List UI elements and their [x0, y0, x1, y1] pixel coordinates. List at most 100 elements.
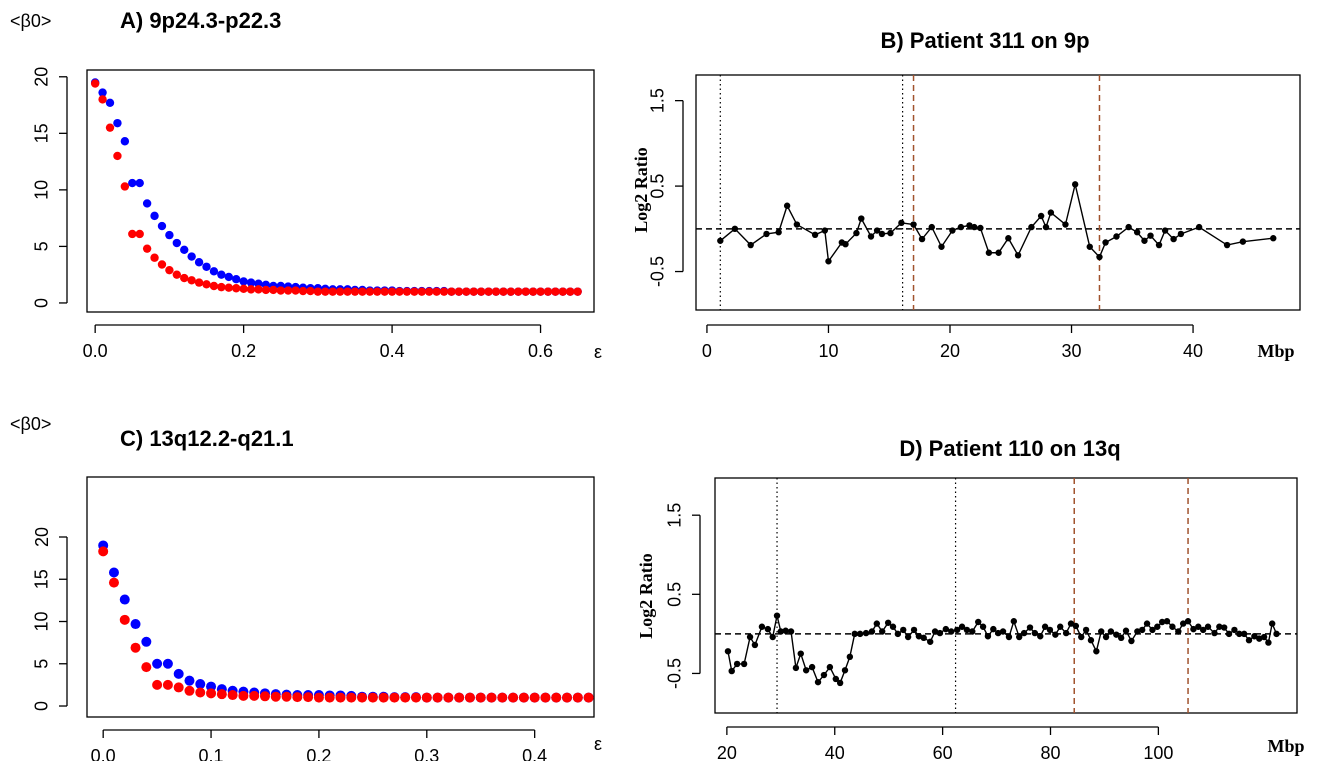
- chart-title: A) 9p24.3-p22.3: [120, 8, 281, 33]
- point: [1195, 623, 1202, 630]
- point: [1082, 626, 1090, 634]
- point: [130, 642, 141, 653]
- point: [335, 287, 345, 296]
- point: [321, 287, 330, 296]
- point: [1177, 230, 1185, 238]
- point: [1067, 620, 1075, 627]
- point: [985, 249, 993, 256]
- x-axis-label: ε: [594, 734, 602, 754]
- point: [811, 231, 819, 238]
- point: [938, 243, 945, 250]
- point: [915, 633, 923, 640]
- point: [276, 286, 285, 295]
- y-tick-label: -0.5: [648, 256, 668, 287]
- point: [583, 692, 594, 703]
- point: [1220, 624, 1228, 631]
- point: [1062, 629, 1070, 637]
- data-line: [719, 184, 1274, 264]
- data-line: [727, 615, 1278, 685]
- point: [119, 594, 130, 605]
- point: [966, 222, 973, 229]
- point: [928, 223, 935, 231]
- point: [135, 178, 144, 188]
- point: [773, 612, 781, 619]
- point: [180, 245, 189, 255]
- point: [358, 287, 367, 296]
- point: [1158, 618, 1166, 626]
- point: [217, 282, 226, 292]
- point: [1149, 626, 1156, 634]
- x-tick-label: 40: [825, 743, 845, 761]
- point: [298, 286, 308, 296]
- point: [187, 252, 196, 261]
- point: [165, 230, 174, 240]
- x-tick-label: 0.3: [414, 746, 439, 761]
- point: [853, 229, 860, 237]
- point: [150, 211, 159, 221]
- point: [889, 623, 897, 630]
- point: [1138, 626, 1146, 634]
- point: [1245, 637, 1253, 644]
- point: [873, 620, 881, 627]
- point: [884, 619, 892, 626]
- point: [1143, 620, 1151, 627]
- point: [1134, 628, 1141, 635]
- point: [948, 628, 955, 635]
- x-tick-label: 0.4: [522, 746, 547, 761]
- point: [1037, 633, 1044, 640]
- point: [232, 275, 241, 284]
- point: [484, 287, 493, 296]
- point: [747, 241, 754, 249]
- chart-title: C) 13q12.2-q21.1: [120, 426, 294, 451]
- point: [105, 98, 115, 107]
- point: [1086, 243, 1093, 250]
- point: [1078, 633, 1085, 641]
- point: [469, 287, 478, 296]
- point: [259, 691, 270, 702]
- point: [1141, 237, 1148, 244]
- point: [984, 633, 992, 640]
- plot-box: [714, 477, 1298, 714]
- point: [454, 287, 464, 296]
- point: [1046, 626, 1054, 634]
- point: [1072, 622, 1080, 630]
- point: [787, 628, 795, 635]
- point: [1042, 223, 1050, 231]
- x-tick-label: 10: [818, 341, 838, 361]
- point: [1155, 241, 1163, 249]
- y-tick-label: 1.5: [648, 88, 668, 113]
- point: [239, 277, 248, 286]
- point: [475, 692, 486, 703]
- chart-title: B) Patient 311 on 9p: [880, 28, 1089, 53]
- point: [1154, 623, 1161, 630]
- point: [142, 244, 152, 253]
- point: [202, 262, 211, 271]
- point: [119, 614, 130, 625]
- point: [194, 278, 204, 287]
- point: [224, 283, 233, 292]
- point: [306, 286, 315, 296]
- point: [910, 626, 918, 634]
- y-tick-label: 20: [32, 67, 52, 87]
- point: [920, 634, 927, 642]
- point: [98, 88, 107, 97]
- point: [846, 653, 854, 661]
- point: [417, 287, 426, 296]
- point: [270, 691, 281, 702]
- point: [551, 692, 562, 703]
- y-tick-label: 10: [32, 180, 52, 200]
- point: [1014, 252, 1022, 259]
- point: [152, 658, 163, 669]
- point: [995, 249, 1002, 256]
- y-tick-label: 0.5: [665, 582, 685, 607]
- point: [1128, 637, 1135, 645]
- point: [518, 692, 529, 703]
- point: [410, 287, 419, 296]
- point: [291, 286, 300, 295]
- point: [797, 650, 804, 657]
- point: [879, 628, 886, 635]
- point: [953, 626, 961, 634]
- chart-title: D) Patient 110 on 13q: [899, 436, 1120, 461]
- point: [878, 230, 886, 238]
